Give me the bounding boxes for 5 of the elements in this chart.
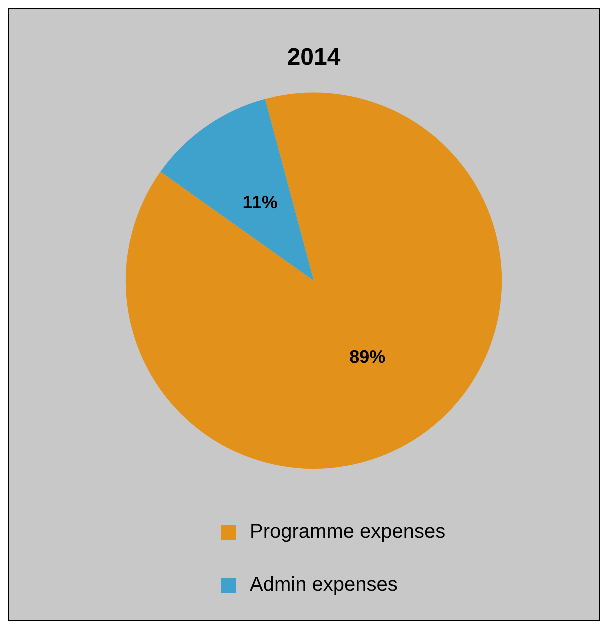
legend-label: Admin expenses [250, 574, 398, 596]
data-label: 89% [350, 347, 386, 368]
data-label: 11% [242, 192, 278, 213]
legend-label: Programme expenses [250, 520, 446, 544]
chart-title: 2014 [287, 44, 342, 72]
